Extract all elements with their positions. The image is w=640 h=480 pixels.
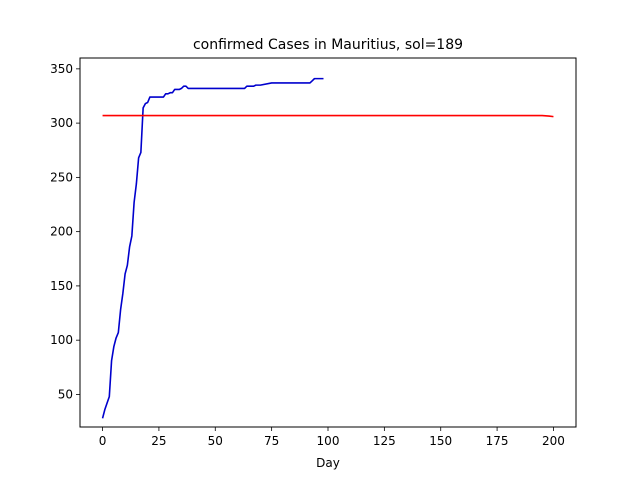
x-tick-label: 25: [151, 434, 166, 448]
y-tick-label: 250: [50, 170, 73, 184]
plot-frame: [79, 57, 577, 428]
y-tick-label: 100: [50, 333, 73, 347]
series-line-1: [102, 114, 554, 118]
series-line-0: [101, 77, 324, 419]
y-tick-label: 150: [50, 279, 73, 293]
x-axis: 0 25 50 75 100 125 150 175 200: [99, 427, 565, 448]
x-tick-label: 125: [373, 434, 396, 448]
x-tick-label: 50: [208, 434, 223, 448]
x-axis-label: Day: [316, 456, 340, 470]
x-tick-label: 175: [486, 434, 509, 448]
x-tick-label: 75: [264, 434, 279, 448]
x-tick-label: 100: [317, 434, 340, 448]
y-tick-label: 300: [50, 116, 73, 130]
x-tick-label: 0: [99, 434, 107, 448]
chart-title: confirmed Cases in Mauritius, sol=189: [193, 37, 463, 53]
x-tick-label: 150: [429, 434, 452, 448]
plot-area: [101, 77, 554, 419]
y-tick-label: 50: [58, 387, 73, 401]
x-tick-label: 200: [542, 434, 565, 448]
y-tick-label: 200: [50, 225, 73, 239]
y-axis: 50 100 150 200 250 300 350: [50, 62, 80, 401]
y-tick-label: 350: [50, 62, 73, 76]
